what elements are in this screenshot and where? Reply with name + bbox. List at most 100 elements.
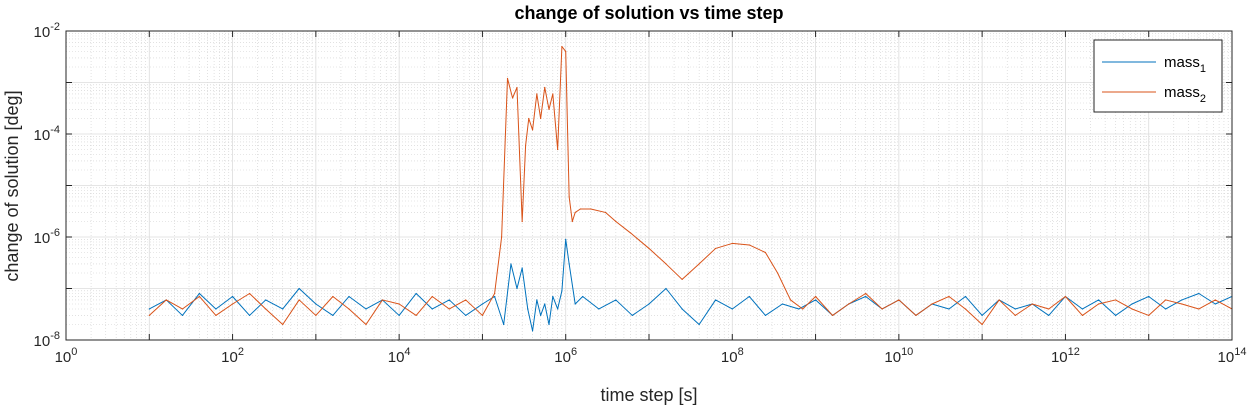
series-point-1 <box>181 314 184 317</box>
x-tick-label: 102 <box>221 346 244 366</box>
series-point-2 <box>764 251 767 254</box>
series-point-1 <box>798 308 800 310</box>
series-point-2 <box>681 278 683 281</box>
x-tick-label-base: 10 <box>221 349 238 366</box>
series-point-2 <box>465 299 467 301</box>
series-point-2 <box>511 97 514 99</box>
series-point-2 <box>802 308 804 310</box>
series-point-2 <box>814 295 817 298</box>
series-point-2 <box>714 247 717 250</box>
series-point-2 <box>831 314 834 317</box>
y-tick-label-exponent: -6 <box>50 227 60 239</box>
y-axis-label: change of solution [deg] <box>2 90 22 281</box>
series-point-2 <box>915 314 917 317</box>
series-point-2 <box>1181 303 1183 305</box>
series-point-2 <box>777 272 779 274</box>
series-point-1 <box>521 267 523 269</box>
series-point-1 <box>865 295 867 298</box>
series-point-2 <box>544 86 546 89</box>
series-point-2 <box>552 93 554 95</box>
series-point-1 <box>231 295 234 298</box>
series-point-1 <box>148 308 150 310</box>
legend-label-subscript: 2 <box>1200 93 1206 105</box>
series-point-1 <box>548 323 550 326</box>
series-point-2 <box>748 244 750 246</box>
x-tick-label-exponent: 10 <box>901 346 913 358</box>
x-tick-label-exponent: 2 <box>238 346 244 358</box>
legend-label-name: mass <box>1164 84 1200 101</box>
series-point-2 <box>215 314 217 317</box>
series-point-2 <box>629 232 632 234</box>
series-point-2 <box>574 211 576 214</box>
chart-title: change of solution vs time step <box>514 3 783 23</box>
y-tick-label-base: 10 <box>34 230 51 247</box>
series-point-1 <box>282 308 284 310</box>
series-point-1 <box>1014 308 1016 310</box>
series-point-2 <box>604 211 607 214</box>
series-point-2 <box>198 295 201 298</box>
y-tick-label-base: 10 <box>34 24 51 41</box>
series-point-1 <box>198 292 201 295</box>
legend-label-subscript: 1 <box>1200 63 1206 75</box>
series-point-1 <box>1048 314 1050 317</box>
series-point-2 <box>1165 299 1167 301</box>
series-point-2 <box>579 208 581 210</box>
series-point-2 <box>481 314 484 317</box>
series-point-2 <box>1214 299 1216 301</box>
series-point-2 <box>298 299 300 301</box>
series-point-1 <box>315 303 317 305</box>
x-tick-label-exponent: 4 <box>404 346 410 358</box>
series-point-1 <box>665 287 667 290</box>
series-point-2 <box>931 303 933 305</box>
series-point-1 <box>568 263 570 265</box>
series-point-1 <box>365 308 367 310</box>
series-point-2 <box>557 148 559 151</box>
series-point-2 <box>398 303 400 305</box>
series-point-1 <box>431 308 433 310</box>
x-axis-label: time step [s] <box>600 385 697 405</box>
series-point-2 <box>501 236 503 238</box>
x-tick-label-base: 10 <box>55 349 72 366</box>
series-point-2 <box>348 308 350 310</box>
series-point-1 <box>1081 308 1084 310</box>
series-point-2 <box>332 295 334 298</box>
series-point-1 <box>248 314 251 317</box>
series-point-1 <box>714 299 717 301</box>
series-point-2 <box>571 220 573 223</box>
legend-box <box>1093 39 1223 113</box>
series-point-2 <box>865 292 867 295</box>
series-point-2 <box>561 45 563 48</box>
series-point-2 <box>494 292 496 295</box>
series-point-2 <box>148 314 150 317</box>
series-point-1 <box>814 299 817 301</box>
series-point-1 <box>531 330 534 332</box>
series-point-1 <box>1114 314 1117 317</box>
series-point-1 <box>540 314 542 317</box>
y-tick-label: 10-2 <box>34 21 60 41</box>
x-tick-label-base: 10 <box>388 349 405 366</box>
series-point-2 <box>315 314 317 317</box>
series-point-2 <box>536 93 538 95</box>
x-tick-label: 1012 <box>1051 346 1080 366</box>
series-point-1 <box>348 295 350 298</box>
series-point-1 <box>398 314 400 317</box>
series-point-2 <box>565 50 567 53</box>
series-point-2 <box>1097 303 1100 305</box>
x-tick-label-base: 10 <box>554 349 571 366</box>
series-point-1 <box>1198 292 1200 295</box>
y-tick-label-exponent: -2 <box>50 21 60 33</box>
series-point-1 <box>215 308 217 310</box>
series-point-2 <box>881 308 883 310</box>
x-tick-label-exponent: 14 <box>1234 346 1246 358</box>
series-point-1 <box>552 295 554 298</box>
series-point-2 <box>1048 308 1050 310</box>
legend-label-name: mass <box>1164 54 1200 71</box>
series-point-2 <box>998 299 1000 301</box>
series-point-1 <box>731 308 733 310</box>
series-point-2 <box>431 295 433 298</box>
series-point-2 <box>181 308 184 310</box>
series-point-2 <box>1198 308 1200 310</box>
series-point-1 <box>948 308 950 310</box>
